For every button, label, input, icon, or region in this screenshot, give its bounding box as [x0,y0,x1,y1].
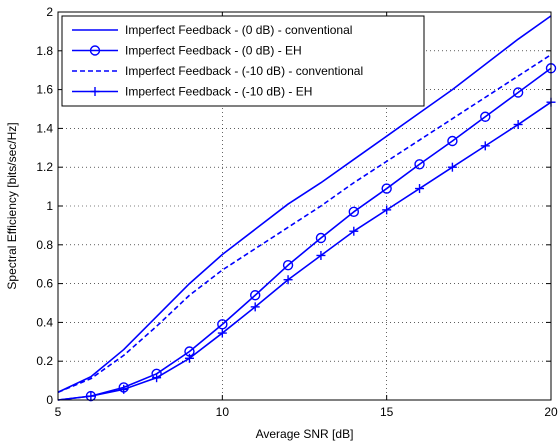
series-2 [57,63,557,402]
data-point-plus [447,162,457,172]
data-point-circle [381,183,392,194]
data-point-circle [480,111,491,122]
legend-entry: Imperfect Feedback - (-10 dB) - conventi… [72,64,363,78]
data-point-plus [250,302,260,312]
data-point-plus [184,353,194,363]
data-point-circle [348,206,359,218]
y-tick-label: 2 [46,5,53,19]
data-point-plus [316,250,326,260]
series-layer [57,15,557,402]
data-point-circle [512,87,524,98]
data-point-plus [90,87,100,96]
x-tick-label: 20 [544,405,558,419]
series-line [57,15,552,393]
x-tick-label: 5 [55,405,62,419]
data-point-plus [152,373,162,383]
y-axis-label: Spectral Efficiency [bits/sec/Hz] [5,122,19,289]
legend-entry: Imperfect Feedback - (-10 dB) - EH [72,85,312,99]
legend-label: Imperfect Feedback - (-10 dB) - conventi… [125,64,363,78]
legend-entry: Imperfect Feedback - (0 dB) - convention… [72,23,352,37]
x-tick-label: 10 [216,405,230,419]
series-line [57,101,552,401]
data-point-circle [414,159,425,170]
y-tick-label: 1 [46,199,53,213]
data-point-plus [415,184,425,194]
legend-label: Imperfect Feedback - (0 dB) - convention… [125,23,352,37]
data-point-circle [249,290,261,301]
x-tick-label: 15 [380,405,394,419]
data-point-plus [119,384,129,394]
ticks: 5 10 15 20 0 0.2 0.4 0.6 0.8 1 1.2 1.4 1.6 1.8 2 [36,5,558,419]
y-tick-label: 0 [46,393,53,407]
legend-label: Imperfect Feedback - (0 dB) - EH [125,44,302,58]
series-1 [57,15,552,393]
data-point-plus [217,328,227,338]
y-tick-label: 1.8 [36,44,53,58]
data-point-plus [349,226,359,236]
legend-label: Imperfect Feedback - (-10 dB) - EH [125,85,312,99]
data-point-circle [447,135,458,147]
legend-box [61,15,425,107]
series-4 [57,97,556,401]
y-tick-label: 0.4 [36,315,53,329]
y-tick-label: 1.2 [36,160,53,174]
y-tick-label: 0.8 [36,238,53,252]
series-3 [57,54,552,393]
data-point-plus [480,141,490,151]
x-axis-label: Average SNR [dB] [256,427,354,441]
legend: Imperfect Feedback - (0 dB) - convention… [61,15,425,107]
data-point-circle [89,45,101,56]
series-line [57,54,552,393]
y-tick-label: 0.6 [36,277,53,291]
y-tick-label: 1.4 [36,121,53,135]
data-point-plus [86,391,96,401]
data-point-plus [283,275,293,285]
series-line [57,67,552,401]
data-point-circle [315,232,327,244]
legend-entry: Imperfect Feedback - (0 dB) - EH [72,44,302,58]
data-point-circle [282,259,294,271]
data-point-plus [382,205,392,215]
y-tick-label: 0.2 [36,354,53,368]
y-tick-label: 1.6 [36,83,53,97]
data-point-plus [513,120,523,130]
